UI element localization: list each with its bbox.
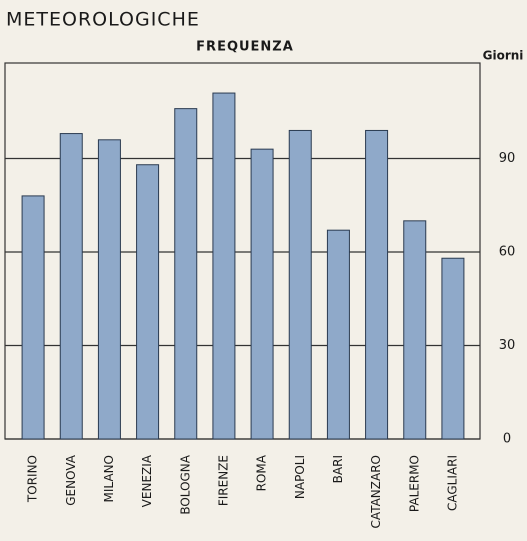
bar xyxy=(250,148,274,440)
x-tick-label: GENOVA xyxy=(64,454,78,506)
bar xyxy=(136,164,160,440)
x-tick-label: MILANO xyxy=(102,455,116,502)
bar xyxy=(365,129,389,440)
y-tick-label: 60 xyxy=(499,245,516,260)
y-tick-label: 30 xyxy=(499,338,516,353)
y-axis-label: Giorni xyxy=(483,49,524,63)
bar xyxy=(403,220,427,440)
x-tick-label: NAPOLI xyxy=(293,455,307,499)
chart-title: METEOROLOGICHE xyxy=(6,9,200,31)
x-tick-label: BARI xyxy=(331,455,345,483)
y-tick-label: 0 xyxy=(503,432,511,447)
x-tick-label: ROMA xyxy=(255,454,269,491)
bar xyxy=(212,92,236,440)
bar xyxy=(174,108,198,440)
x-tick-label: TORINO xyxy=(26,455,40,503)
bar xyxy=(59,133,83,440)
bar xyxy=(441,257,465,440)
y-tick-label: 90 xyxy=(499,151,516,166)
bar xyxy=(21,195,45,440)
chart-subtitle: FREQUENZA xyxy=(196,40,294,55)
x-tick-label: VENEZIA xyxy=(140,454,154,507)
bar xyxy=(326,229,350,440)
x-tick-label: BOLOGNA xyxy=(178,454,192,514)
x-tick-label: CATANZARO xyxy=(369,455,383,528)
bar xyxy=(97,139,121,440)
bar xyxy=(288,129,312,440)
x-tick-label: CAGLIARI xyxy=(445,455,459,511)
x-tick-label: FIRENZE xyxy=(216,455,230,506)
x-tick-label: PALERMO xyxy=(407,455,421,512)
